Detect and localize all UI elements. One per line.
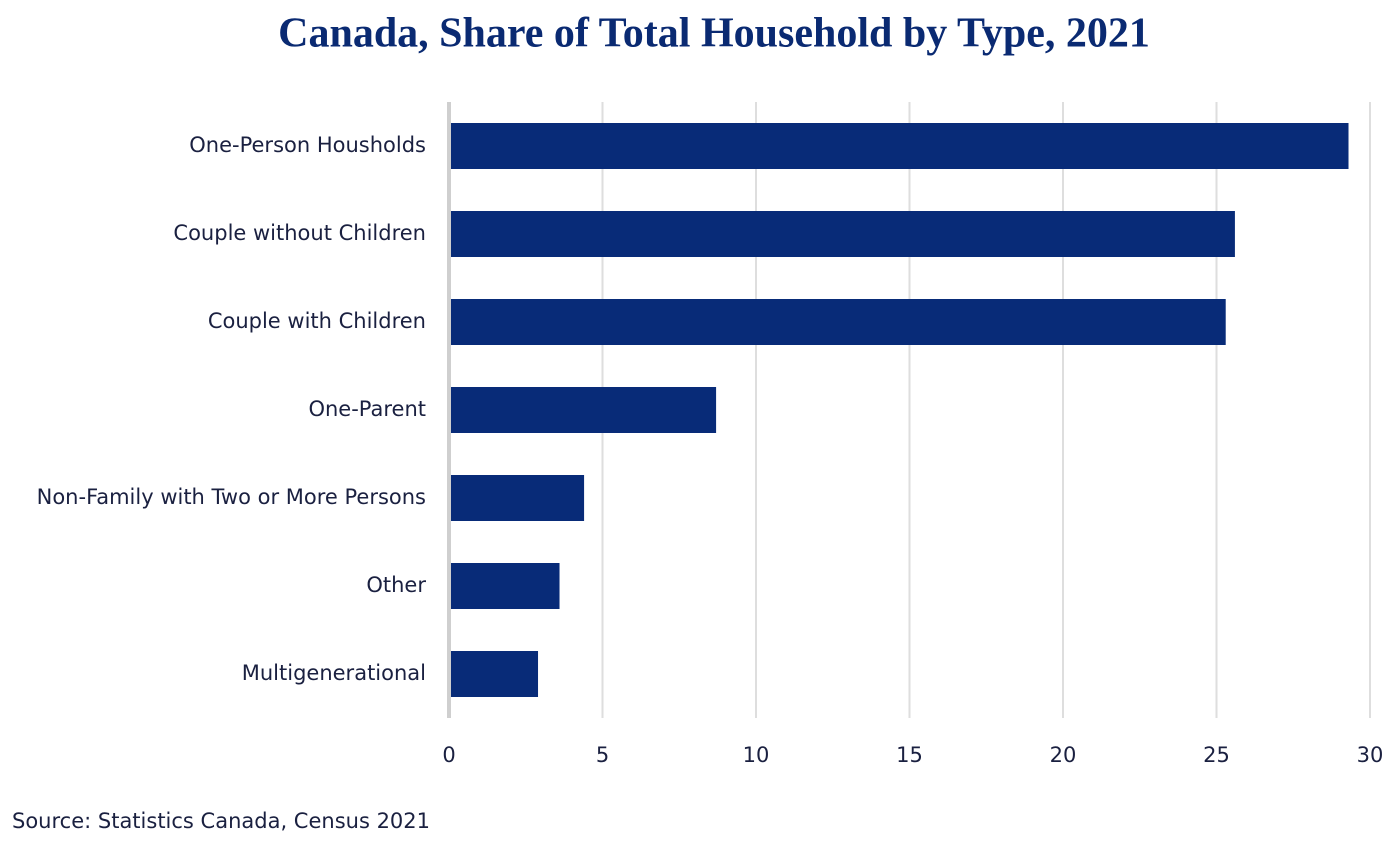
bar [451,299,1226,345]
y-tick-label: One-Parent [308,397,426,421]
chart-title: Canada, Share of Total Household by Type… [278,11,1150,57]
x-tick-label: 10 [743,743,770,767]
bar [451,563,560,609]
bar [451,123,1349,169]
y-tick-label: Multigenerational [242,661,426,685]
x-tick-label: 5 [596,743,609,767]
x-tick-label: 30 [1357,743,1384,767]
y-tick-label: Other [366,573,426,597]
x-tick-label: 15 [896,743,923,767]
y-tick-label: One-Person Housholds [189,133,426,157]
source-note: Source: Statistics Canada, Census 2021 [12,809,430,833]
y-tick-label: Couple without Children [173,221,426,245]
x-tick-label: 20 [1050,743,1077,767]
bar [451,211,1235,257]
bar [451,651,539,697]
x-tick-label: 0 [442,743,455,767]
y-tick-label: Couple with Children [208,309,426,333]
y-tick-label: Non-Family with Two or More Persons [37,485,426,509]
bar [451,475,585,521]
x-tick-label: 25 [1203,743,1230,767]
bar [451,387,717,433]
